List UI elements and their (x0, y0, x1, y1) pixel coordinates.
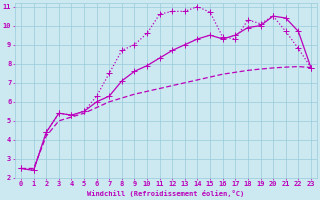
X-axis label: Windchill (Refroidissement éolien,°C): Windchill (Refroidissement éolien,°C) (87, 190, 244, 197)
